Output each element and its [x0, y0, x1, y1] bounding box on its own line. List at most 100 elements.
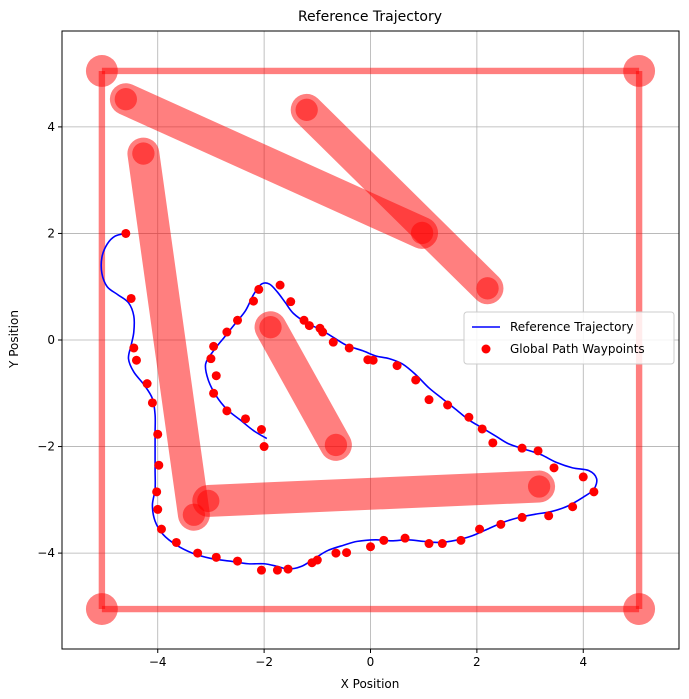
- waypoint-marker: [488, 438, 498, 448]
- waypoint-marker: [272, 565, 282, 575]
- obstacle-capsule: [109, 83, 439, 249]
- y-ticks: −4 −2 0 2 4: [37, 120, 62, 560]
- waypoint-marker: [568, 502, 578, 512]
- trajectory-layer: [100, 232, 598, 570]
- legend: Reference Trajectory Global Path Waypoin…: [463, 311, 675, 365]
- obstacle-endpoint: [132, 142, 155, 165]
- waypoint-marker: [328, 337, 338, 347]
- waypoint-marker: [241, 414, 251, 424]
- obstacle-capsule: [192, 470, 556, 517]
- waypoint-marker: [121, 228, 131, 238]
- waypoint-marker: [424, 539, 434, 549]
- waypoint-marker: [578, 472, 588, 482]
- waypoint-marker: [544, 511, 554, 521]
- waypoint-marker: [209, 341, 219, 351]
- y-axis-label: Y Position: [7, 310, 21, 369]
- waypoint-marker: [206, 354, 216, 364]
- obstacle-capsule: [127, 137, 210, 531]
- x-tick-label: 2: [473, 655, 481, 669]
- waypoint-marker: [366, 542, 375, 552]
- waypoints-layer: [121, 228, 599, 575]
- y-tick-label: 2: [47, 226, 55, 240]
- x-axis-label: X Position: [341, 677, 400, 691]
- legend-label-reference-trajectory: Reference Trajectory: [510, 320, 634, 334]
- waypoint-marker: [248, 296, 258, 306]
- y-tick-label: 4: [47, 120, 55, 134]
- waypoint-marker: [392, 361, 402, 371]
- waypoint-marker: [496, 519, 506, 529]
- waypoint-marker: [254, 284, 264, 294]
- waypoint-marker: [424, 395, 434, 405]
- corner-marker: [623, 54, 656, 87]
- waypoint-marker: [549, 463, 559, 473]
- waypoint-marker: [154, 460, 164, 470]
- x-tick-label: −4: [149, 655, 167, 669]
- waypoint-marker: [147, 398, 157, 408]
- x-tick-label: −2: [255, 655, 273, 669]
- obstacle-endpoint: [527, 475, 551, 498]
- corner-marker: [85, 593, 118, 625]
- waypoint-marker: [517, 512, 527, 522]
- waypoint-marker: [256, 425, 266, 435]
- obstacle-endpoint: [114, 88, 137, 111]
- x-tick-label: 4: [579, 655, 587, 669]
- waypoint-marker: [344, 343, 354, 353]
- waypoint-marker: [589, 487, 599, 497]
- obstacle-capsule: [290, 93, 504, 305]
- waypoint-marker: [275, 280, 285, 290]
- waypoint-marker: [156, 524, 166, 534]
- waypoint-marker: [153, 429, 163, 439]
- waypoint-marker: [363, 355, 373, 365]
- waypoint-marker: [129, 343, 139, 353]
- legend-label-waypoints: Global Path Waypoints: [510, 342, 645, 356]
- waypoint-marker: [131, 355, 141, 365]
- waypoint-marker: [533, 446, 543, 456]
- waypoint-marker: [342, 548, 352, 558]
- waypoint-marker: [256, 565, 266, 575]
- obstacle-endpoint: [259, 316, 282, 339]
- waypoint-marker: [126, 293, 136, 303]
- waypoint-marker: [211, 371, 221, 381]
- y-tick-label: 0: [47, 333, 55, 347]
- waypoint-marker: [259, 442, 269, 452]
- obstacle-endpoint: [197, 489, 220, 513]
- obstacles: [85, 54, 656, 625]
- waypoint-marker: [171, 537, 181, 547]
- x-ticks: −4 −2 0 2 4: [149, 649, 587, 669]
- waypoint-marker: [475, 524, 485, 534]
- waypoint-marker: [142, 379, 152, 389]
- waypoint-marker: [209, 388, 219, 398]
- waypoint-marker: [477, 424, 487, 434]
- obstacle-capsule: [254, 311, 352, 461]
- y-tick-label: −2: [37, 440, 55, 454]
- legend-scatter-swatch: [481, 344, 491, 354]
- waypoint-marker: [464, 412, 474, 422]
- waypoint-marker: [411, 375, 421, 385]
- waypoint-marker: [437, 539, 447, 549]
- waypoint-marker: [152, 487, 162, 497]
- waypoint-marker: [299, 315, 309, 325]
- waypoint-marker: [331, 548, 341, 558]
- waypoint-marker: [153, 504, 163, 514]
- obstacle-endpoint: [295, 98, 318, 122]
- waypoint-marker: [233, 556, 243, 566]
- waypoint-marker: [283, 564, 293, 574]
- waypoint-marker: [456, 535, 466, 545]
- waypoint-marker: [286, 297, 296, 307]
- waypoint-marker: [443, 400, 453, 410]
- waypoint-marker: [379, 535, 389, 545]
- waypoint-marker: [400, 533, 410, 543]
- waypoint-marker: [315, 323, 325, 333]
- waypoint-marker: [222, 406, 232, 416]
- waypoint-marker: [211, 552, 221, 562]
- waypoint-marker: [517, 443, 527, 453]
- chart-title: Reference Trajectory: [298, 9, 442, 25]
- corner-marker: [623, 593, 656, 625]
- obstacle-endpoint: [476, 277, 499, 300]
- legend-box: [463, 311, 675, 365]
- obstacle-endpoint: [324, 433, 348, 457]
- reference-trajectory-line: [100, 232, 598, 570]
- waypoint-marker: [233, 315, 243, 325]
- waypoint-marker: [312, 555, 322, 565]
